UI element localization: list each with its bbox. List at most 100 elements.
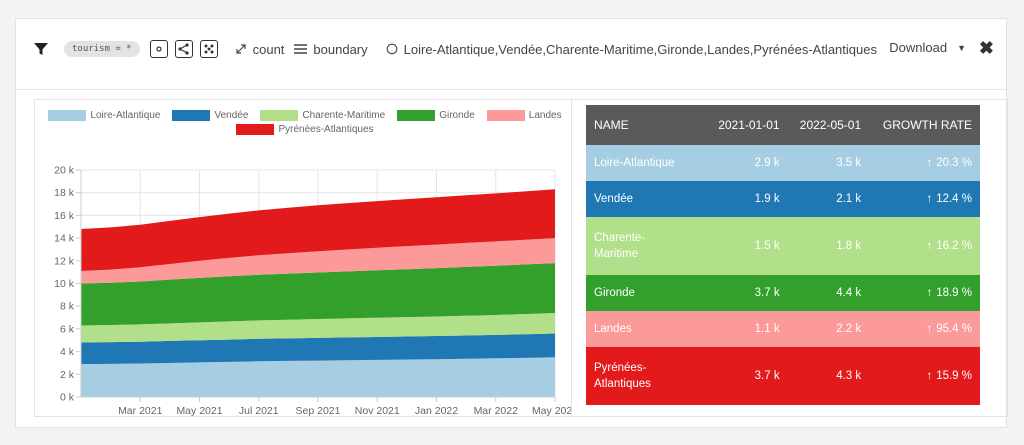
table-row[interactable]: Charente- Maritime 1.5 k 1.8 k ↑ 16.2 % [586,217,980,275]
cell-name: Charente- Maritime [594,232,646,260]
download-label: Download [889,40,948,55]
x-tick-label: Mar 2021 [118,405,163,416]
boundary-option[interactable]: boundary [294,41,368,57]
arrow-up-icon: ↑ [926,287,933,299]
table-row[interactable]: Landes 1.1 k 2.2 k ↑ 95.4 % [586,311,980,347]
cell-start: 3.7 k [754,370,780,382]
y-tick-label: 20 k [54,165,75,177]
legend-label: Vendée [214,110,249,121]
area-series [81,313,555,343]
y-tick-label: 0 k [60,392,75,404]
y-tick-label: 14 k [54,233,75,245]
legend-label: Loire-Atlantique [90,110,161,121]
cell-growth: ↑ 18.9 % [869,275,980,311]
growth-value: 95.4 % [936,323,972,335]
x-tick-label: Nov 2021 [355,405,400,416]
arrow-up-icon: ↑ [926,193,933,205]
legend-item[interactable]: Landes [486,110,562,121]
dashboard-card: tourism = * count boundary Loire-Atlanti… [15,18,1008,428]
arrow-up-icon: ↑ [926,240,933,252]
close-icon[interactable]: ✖ [978,38,994,58]
legend-item[interactable]: Loire-Atlantique [48,110,160,121]
cluster-icon[interactable] [199,40,218,58]
legend-item[interactable]: Pyrénées-Atlantiques [236,124,374,135]
regions-option[interactable]: Loire-Atlantique,Vendée,Charente-Maritim… [386,42,877,57]
divider [16,89,1006,90]
growth-value: 20.3 % [936,157,972,169]
cell-start: 1.9 k [754,193,780,205]
table-header-row: NAME 2021-01-01 2022-05-01 GROWTH RATE [586,105,980,145]
filter-icon[interactable] [34,42,48,56]
y-tick-label: 2 k [60,369,75,381]
growth-value: 16.2 % [936,240,972,252]
legend-item[interactable]: Gironde [397,110,475,121]
area-series [81,333,555,365]
cell-growth: ↑ 15.9 % [869,347,980,405]
legend-swatch [236,124,275,135]
cell-growth: ↑ 20.3 % [869,145,980,181]
download-button[interactable]: Download ▼ [889,40,966,55]
legend-item[interactable]: Vendée [172,110,248,121]
table-row[interactable]: Loire-Atlantique 2.9 k 3.5 k ↑ 20.3 % [586,145,980,181]
stacked-area-chart: 0 k 2 k 4 k 6 k 8 k 10 k 12 k 14 k 16 k 18 k 20 k M… [54,165,571,417]
growth-value: 18.9 % [936,287,972,299]
x-tick-label: Sep 2021 [296,405,341,416]
cell-start: 1.5 k [754,240,780,252]
growth-value: 15.9 % [936,370,972,382]
legend-swatch [397,110,436,121]
count-label: count [252,41,285,57]
arrow-up-icon: ↑ [926,157,933,169]
header-name[interactable]: NAME [586,105,706,145]
y-tick-label: 10 k [54,278,75,290]
cell-name: Loire-Atlantique [594,157,675,169]
x-tick-label: May 2022 [532,405,571,416]
cell-growth: ↑ 16.2 % [869,217,980,275]
cell-start: 2.9 k [754,157,780,169]
y-tick-label: 16 k [54,210,75,222]
filter-chip[interactable]: tourism = * [64,41,140,57]
table-row[interactable]: Pyrénées- Atlantiques 3.7 k 4.3 k ↑ 15.9 % [586,347,980,405]
point-icon[interactable] [149,40,168,58]
cell-start: 1.1 k [754,323,780,335]
network-icon[interactable] [174,40,193,58]
cell-end: 4.4 k [836,287,862,299]
header-end-date[interactable]: 2022-05-01 [787,105,870,145]
regions-label: Loire-Atlantique,Vendée,Charente-Maritim… [403,41,877,57]
growth-table: NAME 2021-01-01 2022-05-01 GROWTH RATE L… [586,105,980,405]
cell-name: Pyrénées- Atlantiques [594,362,651,390]
legend-label: Landes [528,110,562,121]
table-row[interactable]: Vendée 1.9 k 2.1 k ↑ 12.4 % [586,181,980,217]
chart-panel: Loire-Atlantique Vendée Charente-Maritime G… [34,99,572,417]
header-growth-rate[interactable]: GROWTH RATE [869,105,980,145]
list-icon [294,44,308,54]
chart-legend: Loire-Atlantique Vendée Charente-Maritime G… [45,110,565,135]
cell-growth: ↑ 12.4 % [869,181,980,217]
y-tick-label: 8 k [60,301,75,313]
cell-end: 2.1 k [836,193,862,205]
x-tick-label: Mar 2022 [474,405,519,416]
cell-end: 1.8 k [836,240,862,252]
legend-label: Charente-Maritime [302,110,386,121]
x-tick-label: May 2021 [176,405,222,416]
cell-growth: ↑ 95.4 % [869,311,980,347]
legend-swatch [172,110,211,121]
arrow-up-icon: ↑ [926,370,933,382]
legend-item[interactable]: Charente-Maritime [260,110,385,121]
y-tick-label: 12 k [54,255,75,267]
cell-end: 2.2 k [836,323,862,335]
caret-down-icon: ▼ [957,42,966,53]
header-start-date[interactable]: 2021-01-01 [706,105,788,145]
cell-name: Gironde [594,287,635,299]
legend-swatch [260,110,299,121]
y-tick-label: 4 k [60,346,75,358]
legend-label: Gironde [439,110,475,121]
table-panel: NAME 2021-01-01 2022-05-01 GROWTH RATE L… [571,99,1008,417]
count-option[interactable]: count [235,41,285,57]
cell-start: 3.7 k [754,287,780,299]
table-row[interactable]: Gironde 3.7 k 4.4 k ↑ 18.9 % [586,275,980,311]
boundary-label: boundary [313,41,368,57]
expand-icon [236,44,246,54]
arrow-up-icon: ↑ [926,323,933,335]
cell-name: Landes [594,323,632,335]
cell-name: Vendée [594,193,634,205]
